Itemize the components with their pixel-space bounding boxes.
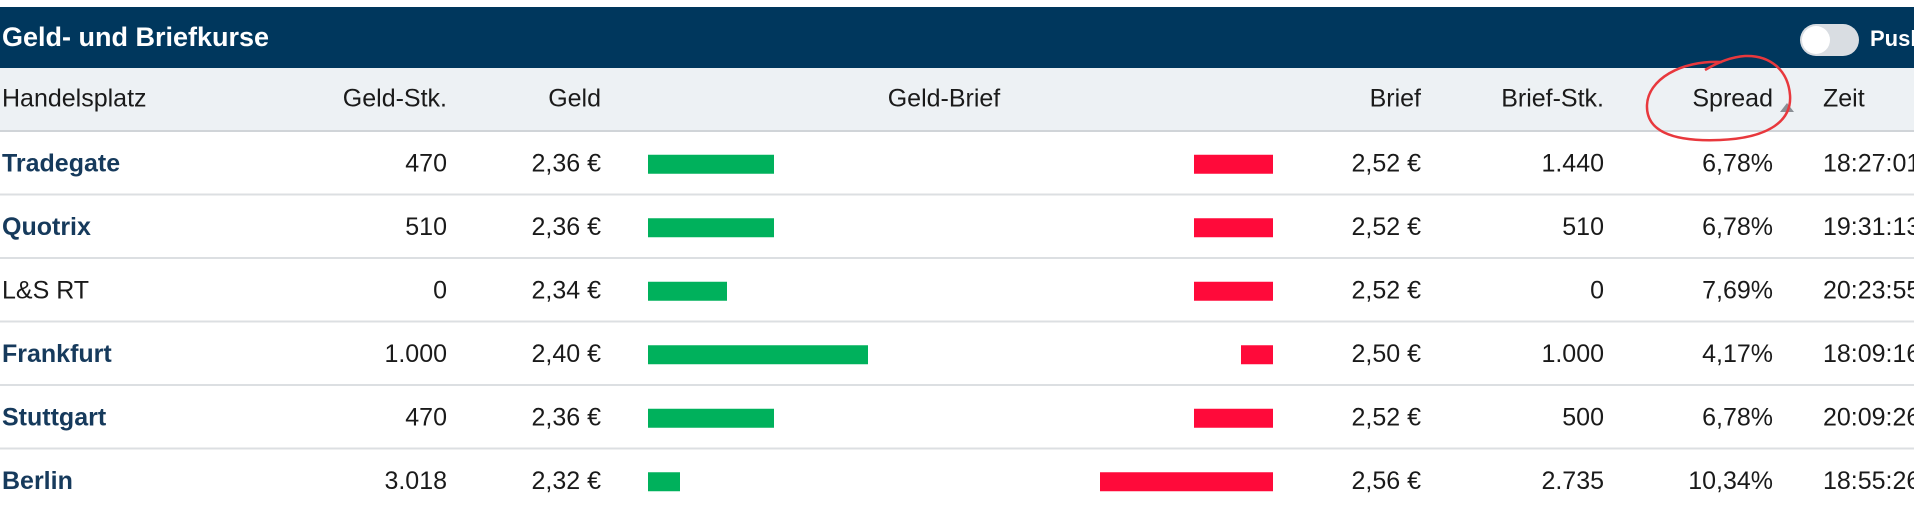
cell: 2.735 (1541, 467, 1604, 495)
cell: 2,40 € (531, 340, 601, 368)
cell: 6,78% (1702, 403, 1773, 431)
cell: 1.000 (384, 340, 447, 368)
ask-bar (1241, 345, 1273, 365)
cell: 2,52 € (1351, 276, 1421, 304)
toggle-label[interactable]: Push (1870, 26, 1914, 51)
cell: 18:55:26 (1823, 467, 1914, 495)
cell: 18:09:16 (1823, 340, 1914, 368)
venue-name: L&S RT (2, 276, 89, 304)
column-header[interactable]: Brief (1370, 85, 1421, 113)
cell: 4,17% (1702, 340, 1773, 368)
venue-name[interactable]: Berlin (2, 467, 73, 495)
cell: 1.440 (1541, 149, 1604, 177)
column-header[interactable]: Geld (548, 85, 601, 113)
cell: 0 (1590, 276, 1604, 304)
cell: 6,78% (1702, 213, 1773, 241)
cell: 2,56 € (1351, 467, 1421, 495)
sort-indicator (1780, 103, 1794, 112)
cell: 2,32 € (531, 467, 601, 495)
toggle-knob (1802, 26, 1830, 54)
cell: 1.000 (1541, 340, 1604, 368)
column-header[interactable]: Zeit (1823, 85, 1865, 113)
cell: 7,69% (1702, 276, 1773, 304)
venue-name[interactable]: Quotrix (2, 213, 91, 241)
column-header[interactable]: Brief-Stk. (1501, 85, 1604, 113)
header-title: Geld- und Briefkurse (2, 22, 269, 52)
table: Handelsplatz Geld-Stk. Geld Geld-Brief Brief… (0, 85, 1914, 495)
header-bar (0, 7, 1914, 68)
bid-bar (648, 472, 680, 492)
cell: 2,36 € (531, 403, 601, 431)
cell: 19:31:13 (1823, 213, 1914, 241)
bid-bar (648, 345, 868, 365)
column-header[interactable]: Handelsplatz (2, 85, 147, 113)
ask-bar (1194, 281, 1273, 301)
cell: 500 (1562, 403, 1604, 431)
cell: 0 (433, 276, 447, 304)
cell: 6,78% (1702, 149, 1773, 177)
cell: 2,36 € (531, 213, 601, 241)
cell: 470 (405, 403, 447, 431)
cell: 2,36 € (531, 149, 601, 177)
annotation-circle (1645, 54, 1792, 142)
bid-bar (648, 408, 774, 428)
cell: 2,50 € (1351, 340, 1421, 368)
column-header[interactable]: Geld-Brief (888, 85, 1001, 113)
bid-bar (648, 218, 774, 238)
bid-bar (648, 154, 774, 174)
cell: 470 (405, 149, 447, 177)
cell: 510 (1562, 213, 1604, 241)
cell: 10,34% (1688, 467, 1773, 495)
cell: 2,52 € (1351, 213, 1421, 241)
venue-name[interactable]: Tradegate (2, 149, 120, 177)
column-header-bar (0, 68, 1914, 131)
venue-name[interactable]: Frankfurt (2, 340, 112, 368)
cell: 18:27:01 (1823, 149, 1914, 177)
cell: 2,52 € (1351, 149, 1421, 177)
cell: 20:23:55 (1823, 276, 1914, 304)
cell: 3.018 (384, 467, 447, 495)
ask-bar (1100, 472, 1273, 492)
cell: 510 (405, 213, 447, 241)
column-header[interactable]: Geld-Stk. (343, 85, 447, 113)
bid-bar (648, 281, 727, 301)
cell: 20:09:26 (1823, 403, 1914, 431)
ask-bar (1194, 408, 1273, 428)
cell: 2,34 € (531, 276, 601, 304)
column-header[interactable]: Spread (1692, 85, 1773, 113)
ask-bar (1194, 218, 1273, 238)
cell: 2,52 € (1351, 403, 1421, 431)
ask-bar (1194, 154, 1273, 174)
venue-name[interactable]: Stuttgart (2, 403, 107, 431)
